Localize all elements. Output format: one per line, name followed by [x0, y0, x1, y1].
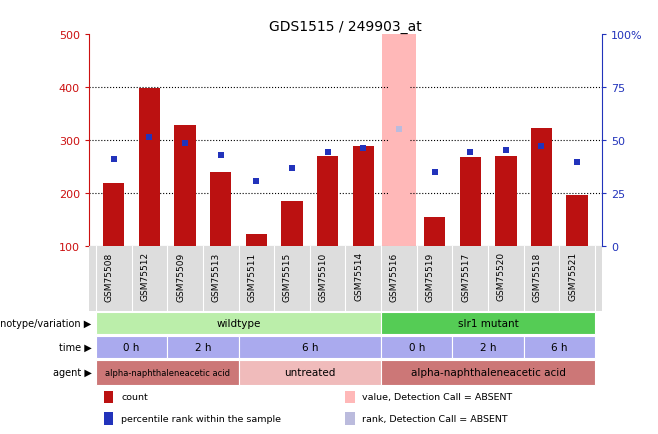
Text: GSM75519: GSM75519	[426, 252, 434, 301]
Bar	[381, 312, 595, 334]
Bar	[381, 360, 595, 385]
Bar	[239, 336, 381, 358]
Text: GSM75518: GSM75518	[532, 252, 542, 301]
Bar	[104, 391, 113, 403]
Title: GDS1515 / 249903_at: GDS1515 / 249903_at	[269, 20, 422, 34]
Text: GSM75512: GSM75512	[140, 252, 149, 301]
Text: GSM75514: GSM75514	[354, 252, 363, 301]
Bar	[524, 336, 595, 358]
Text: 2 h: 2 h	[480, 342, 496, 352]
Text: GSM75516: GSM75516	[390, 252, 399, 301]
Bar	[282, 201, 303, 247]
Bar	[459, 158, 481, 247]
Text: GSM75510: GSM75510	[318, 252, 328, 301]
Text: untreated: untreated	[284, 368, 336, 378]
Bar	[239, 360, 381, 385]
Text: time ▶: time ▶	[59, 342, 91, 352]
Bar	[388, 35, 409, 247]
Bar	[424, 217, 445, 247]
Bar	[139, 89, 160, 247]
Bar	[495, 157, 517, 247]
Bar	[382, 35, 416, 247]
Text: count: count	[121, 392, 148, 401]
Text: GSM75517: GSM75517	[461, 252, 470, 301]
Bar	[353, 147, 374, 247]
Bar	[96, 312, 381, 334]
Text: 0 h: 0 h	[409, 342, 425, 352]
Text: alpha-naphthaleneacetic acid: alpha-naphthaleneacetic acid	[105, 368, 230, 377]
Text: GSM75520: GSM75520	[497, 252, 506, 301]
Text: 6 h: 6 h	[301, 342, 318, 352]
Bar	[96, 360, 238, 385]
Text: GSM75511: GSM75511	[247, 252, 257, 301]
Text: genotype/variation ▶: genotype/variation ▶	[0, 318, 91, 328]
Text: GSM75509: GSM75509	[176, 252, 185, 301]
Text: GSM75508: GSM75508	[105, 252, 114, 301]
Text: 2 h: 2 h	[195, 342, 211, 352]
Text: percentile rank within the sample: percentile rank within the sample	[121, 414, 281, 423]
Text: GSM75513: GSM75513	[212, 252, 220, 301]
Bar	[567, 195, 588, 247]
Bar	[531, 129, 552, 247]
Bar	[96, 336, 167, 358]
Bar	[174, 126, 196, 247]
Text: GSM75521: GSM75521	[568, 252, 577, 301]
Text: value, Detection Call = ABSENT: value, Detection Call = ABSENT	[363, 392, 513, 401]
Bar	[167, 336, 238, 358]
Bar	[317, 157, 338, 247]
Bar	[210, 172, 232, 247]
Text: 6 h: 6 h	[551, 342, 568, 352]
Text: GSM75515: GSM75515	[283, 252, 292, 301]
Text: slr1 mutant: slr1 mutant	[458, 318, 519, 328]
Text: 0 h: 0 h	[124, 342, 139, 352]
Bar	[453, 336, 524, 358]
Bar	[103, 184, 124, 247]
Text: alpha-naphthaleneacetic acid: alpha-naphthaleneacetic acid	[411, 368, 565, 378]
Bar	[345, 391, 355, 403]
Text: wildtype: wildtype	[216, 318, 261, 328]
Text: agent ▶: agent ▶	[53, 368, 91, 378]
Bar	[245, 235, 267, 247]
Bar	[345, 413, 355, 425]
Bar	[381, 336, 453, 358]
Bar	[104, 413, 113, 425]
Text: rank, Detection Call = ABSENT: rank, Detection Call = ABSENT	[363, 414, 508, 423]
